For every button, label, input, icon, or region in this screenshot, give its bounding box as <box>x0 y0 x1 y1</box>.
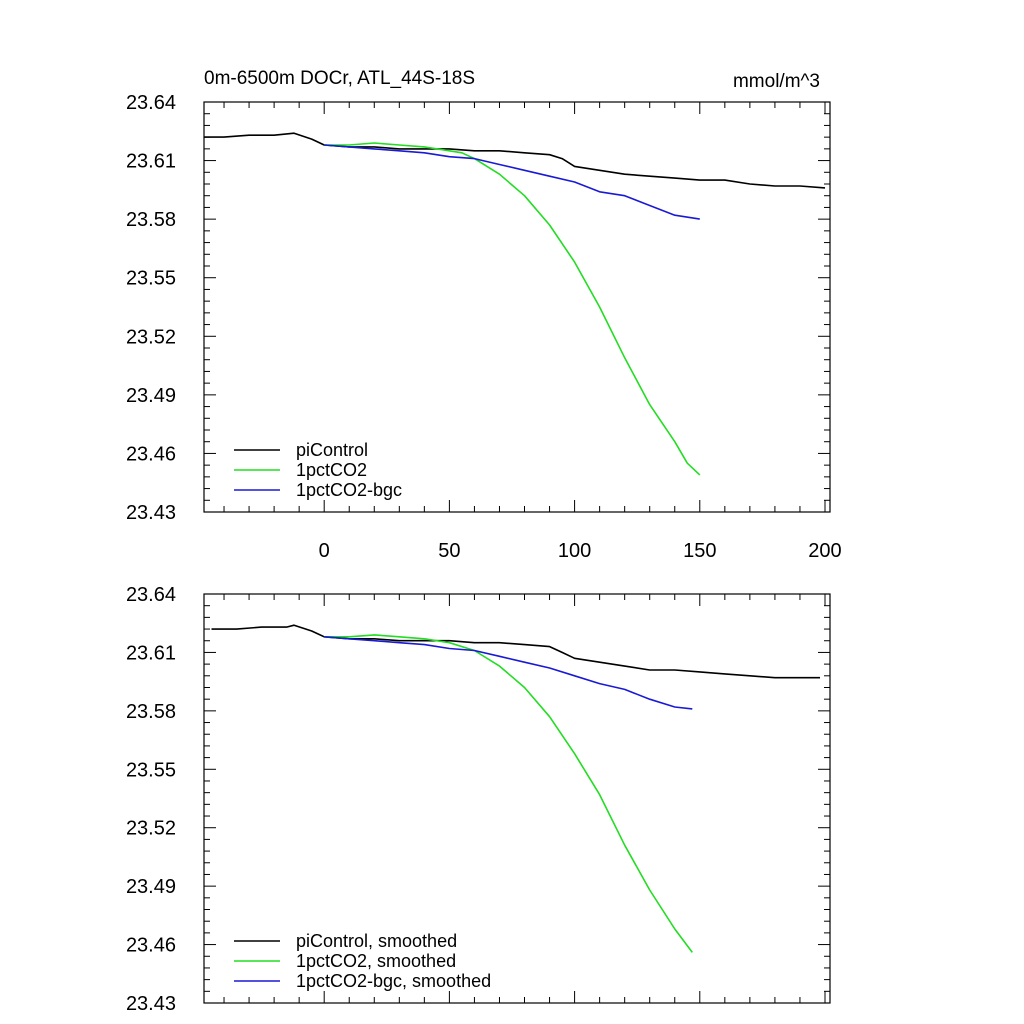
plot-frame <box>203 593 831 1004</box>
y-tick-label: 23.43 <box>126 993 176 1015</box>
x-tick-label: 50 <box>438 540 460 562</box>
x-tick-label: 100 <box>558 540 591 562</box>
legend-label-2: 1pctCO2, smoothed <box>296 951 456 971</box>
y-tick-label: 23.55 <box>126 268 176 290</box>
y-tick-label: 23.49 <box>126 385 176 407</box>
legend-label-3: 1pctCO2-bgc, smoothed <box>296 971 491 991</box>
y-tick-label: 23.58 <box>126 701 176 723</box>
y-tick-label: 23.58 <box>126 209 176 231</box>
legend-label-2: 1pctCO2 <box>296 460 367 480</box>
y-tick-label: 23.64 <box>126 92 176 114</box>
legend-label-3: 1pctCO2-bgc <box>296 480 402 500</box>
y-tick-label: 23.61 <box>126 151 176 173</box>
series-line-2 <box>324 142 701 476</box>
series-line-2 <box>324 634 693 953</box>
series-line-1 <box>204 132 826 189</box>
x-tick-label: 150 <box>683 540 716 562</box>
y-tick-label: 23.55 <box>126 759 176 781</box>
x-tick-label: 0 <box>319 540 330 562</box>
y-tick-label: 23.52 <box>126 818 176 840</box>
panel-units: mmol/m^3 <box>733 71 820 92</box>
plot-frame <box>203 101 831 513</box>
panel-title: 0m-6500m DOCr, ATL_44S-18S <box>204 68 475 89</box>
y-tick-label: 23.43 <box>126 502 176 524</box>
top-panel: 0m-6500m DOCr, ATL_44S-18S mmol/m^3 23.4… <box>126 68 842 562</box>
legend-label-1: piControl <box>296 440 368 460</box>
y-tick-label: 23.52 <box>126 326 176 348</box>
y-tick-label: 23.64 <box>126 584 176 606</box>
series-line-3 <box>324 636 693 710</box>
y-tick-label: 23.61 <box>126 642 176 664</box>
series-line-1 <box>211 624 820 679</box>
x-tick-label: 200 <box>808 540 841 562</box>
legend-label-1: piControl, smoothed <box>296 931 457 951</box>
y-tick-label: 23.46 <box>126 935 176 957</box>
y-tick-label: 23.46 <box>126 443 176 465</box>
series-line-3 <box>324 144 700 220</box>
bottom-panel: 23.43 23.46 23.49 23.52 23.55 23.58 23.61 23.64… <box>126 584 831 1015</box>
y-tick-label: 23.49 <box>126 876 176 898</box>
